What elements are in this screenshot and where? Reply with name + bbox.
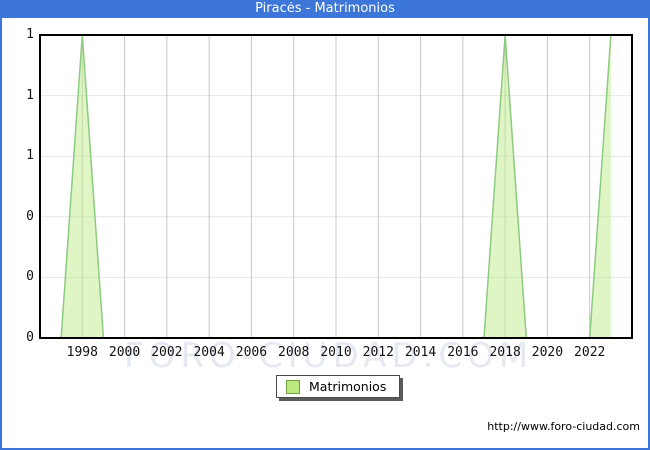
line-series-matrimonios: [40, 34, 612, 339]
legend-label: Matrimonios: [309, 379, 387, 394]
chart-title-bar: Piracés - Matrimonios: [0, 0, 650, 18]
legend: Matrimonios: [276, 375, 401, 398]
area-series-matrimonios: [40, 35, 611, 338]
legend-swatch: [286, 379, 300, 394]
source-url[interactable]: http://www.foro-ciudad.com: [487, 420, 640, 433]
plot-border: [39, 34, 633, 339]
chart-title: Piracés - Matrimonios: [255, 1, 395, 16]
